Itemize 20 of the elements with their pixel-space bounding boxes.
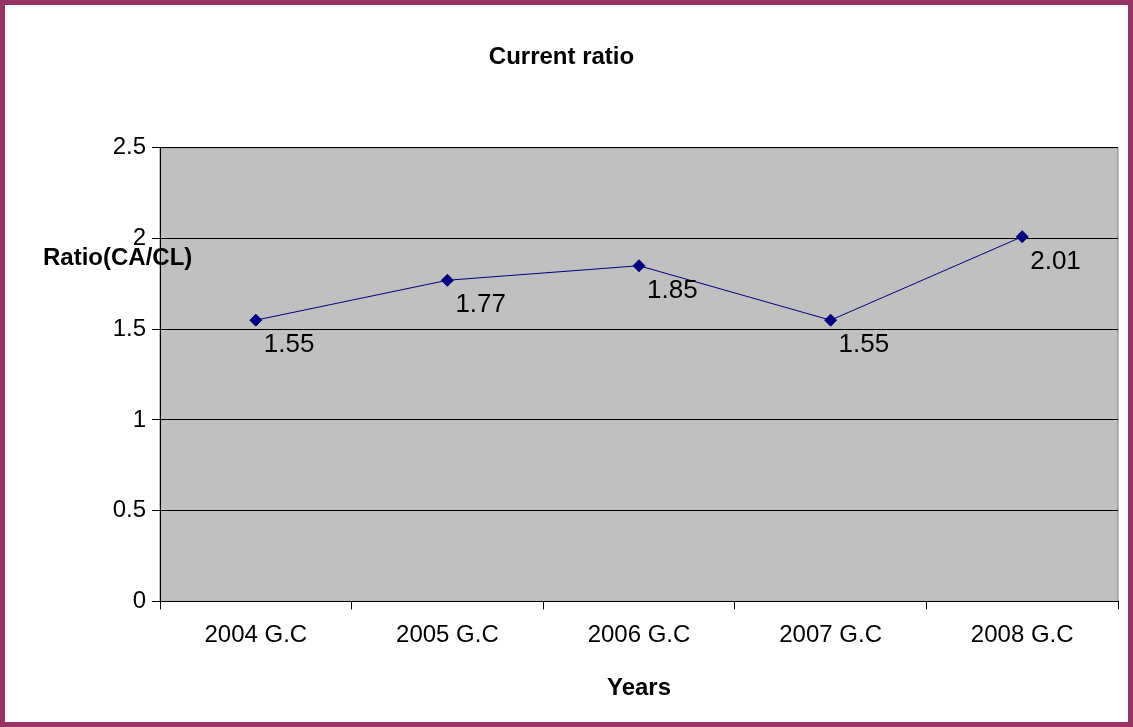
- x-tick-label: 2004 G.C: [204, 620, 308, 648]
- point: [632, 259, 646, 273]
- y-tick-label: 0: [132, 586, 146, 614]
- y-tick-label: 2.5: [112, 132, 146, 160]
- data-label: 1.85: [647, 273, 698, 304]
- y-tick-label: 1: [132, 404, 146, 432]
- point: [440, 273, 454, 287]
- x-tick-label: 2008 G.C: [970, 620, 1074, 648]
- x-tick-label: 2006 G.C: [587, 620, 691, 648]
- x-tick-label: 2007 G.C: [779, 620, 882, 648]
- data-label: 1.55: [263, 328, 315, 359]
- point: [824, 313, 838, 327]
- y-tick-label: 1.5: [112, 313, 146, 341]
- x-tick-label: 2005 G.C: [396, 620, 499, 648]
- point: [1015, 230, 1029, 244]
- data-label: 1.77: [455, 288, 507, 319]
- data-label: 1.55: [838, 328, 890, 359]
- chart-title: Current ratio: [488, 42, 635, 70]
- point: [249, 313, 263, 327]
- y-tick-label: 0.5: [112, 495, 146, 523]
